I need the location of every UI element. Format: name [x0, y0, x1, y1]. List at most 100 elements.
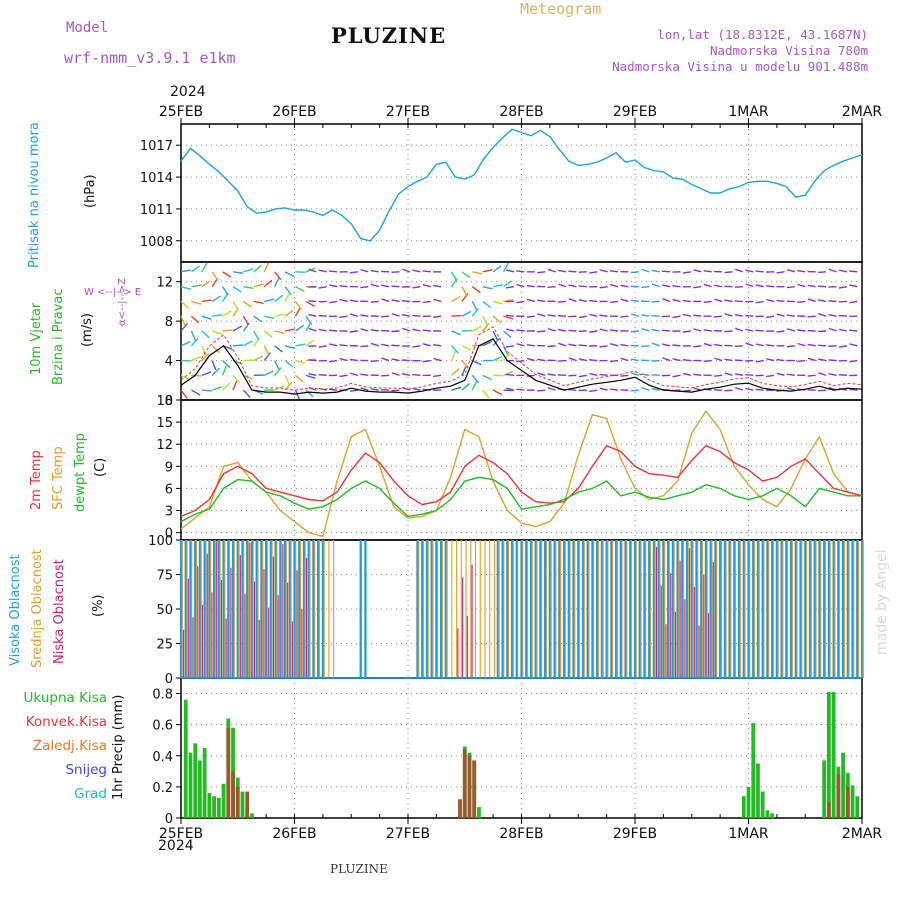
wind-arrow	[201, 389, 212, 392]
wind-arrow	[294, 389, 301, 400]
wind-arrow	[190, 315, 200, 324]
wind-arrow	[776, 271, 785, 274]
wind-arrow	[402, 327, 411, 332]
wind-arrow	[589, 372, 598, 377]
precip-bar-convective	[245, 791, 250, 818]
wind-arrow	[180, 285, 191, 290]
wind-arrow	[516, 343, 525, 347]
y-tick-label: 8	[165, 315, 173, 330]
wind-arrow	[630, 313, 639, 317]
wind-arrow	[599, 314, 608, 317]
wind-arrow	[482, 389, 490, 399]
wind-arrow	[745, 328, 754, 332]
wind-arrow	[422, 343, 431, 347]
wind-arrow	[807, 298, 816, 303]
wind-arrow	[401, 313, 411, 317]
wind-arrow	[503, 298, 514, 303]
y-tick-label: 0	[165, 527, 173, 542]
wind-arrow	[263, 352, 271, 362]
wind-arrow	[360, 314, 369, 317]
wind-arrow	[190, 330, 196, 341]
wind-arrow	[433, 357, 442, 362]
wind-arrow	[505, 387, 515, 391]
precip-bar-convective	[458, 799, 462, 818]
wind-arrow	[609, 300, 619, 304]
wind-arrow	[492, 355, 503, 362]
wind-arrow	[818, 358, 827, 362]
wind-arrow	[339, 374, 348, 378]
x-date-label-bottom: 1MAR	[728, 826, 769, 842]
wind-arrow	[609, 388, 619, 391]
wind-arrow	[308, 313, 317, 317]
wind-arrow	[232, 325, 243, 332]
wind-arrow	[693, 373, 702, 377]
wind-arrow	[360, 268, 369, 273]
wind-arrow	[370, 359, 379, 363]
wind-arrow	[568, 298, 577, 303]
y-tick-label: 12	[156, 276, 173, 291]
wind-arrow	[308, 359, 317, 362]
wind-arrow	[547, 327, 556, 332]
wind-arrow	[191, 284, 202, 288]
wind-arrow	[849, 284, 858, 288]
wind-arrow	[305, 389, 314, 398]
wind-arrow	[838, 269, 848, 273]
temp-2m-line	[180, 444, 863, 518]
wind-arrow	[502, 262, 509, 273]
precip-bar-total	[477, 807, 481, 818]
wind-arrow	[370, 269, 379, 273]
wind-arrow	[451, 330, 462, 336]
wind-arrow	[745, 342, 754, 347]
wind-arrow	[578, 299, 587, 303]
wind-arrow	[222, 382, 231, 391]
wind-arrow	[349, 358, 358, 362]
wind-arrow	[391, 330, 400, 333]
y-tick-label: 1011	[140, 203, 173, 218]
wind-arrow	[308, 300, 317, 303]
wind-arrow	[391, 389, 400, 392]
wind-arrow	[274, 330, 285, 334]
wind-arrow	[201, 371, 212, 377]
wind-arrow	[294, 301, 302, 310]
wind-arrow	[472, 325, 482, 332]
wind-arrow	[776, 313, 785, 317]
wind-arrow	[349, 271, 358, 274]
wind-arrow	[451, 386, 462, 391]
wind-arrow	[724, 330, 733, 333]
wind-arrow	[745, 374, 754, 377]
wind-arrow	[703, 269, 712, 273]
wind-arrow	[682, 313, 691, 317]
precip-bar-total	[198, 760, 202, 818]
wind-arrow	[329, 300, 338, 304]
precip-bar-total	[240, 791, 245, 818]
wind-arrow	[190, 337, 199, 347]
wind-arrow	[191, 389, 201, 396]
wind-arrow	[786, 314, 795, 317]
wind-arrow	[818, 389, 827, 392]
model-label: Model	[66, 20, 109, 36]
wind-arrow	[589, 299, 598, 303]
wind-arrow	[180, 341, 191, 347]
wind-arrow	[412, 345, 421, 348]
wind-arrow	[797, 359, 806, 363]
wind-arrow	[370, 300, 379, 303]
wind-arrow	[401, 359, 410, 362]
wind-arrow	[391, 312, 400, 317]
wind-arrow	[502, 345, 509, 356]
wind-arrow	[558, 342, 567, 347]
precip-legend: Ukupna Kisa Konvek.Kisa Zaledj.Kisa Snij…	[24, 686, 107, 806]
wind-arrow	[274, 345, 283, 353]
wind-arrow	[620, 284, 629, 288]
page-title: PLUZINE	[331, 23, 447, 48]
wind-arrow	[211, 386, 222, 391]
wind-arrow	[547, 285, 556, 289]
wind-arrow	[211, 345, 220, 354]
wind-arrow	[191, 356, 201, 362]
wind-arrow	[482, 315, 488, 326]
wind-arrow	[557, 328, 567, 332]
precip-bar-convective	[472, 760, 477, 818]
y-tick-label: 100	[148, 534, 173, 549]
wind-arrow	[703, 359, 712, 363]
wind-arrow	[661, 270, 671, 273]
wind-arrow	[503, 315, 514, 320]
